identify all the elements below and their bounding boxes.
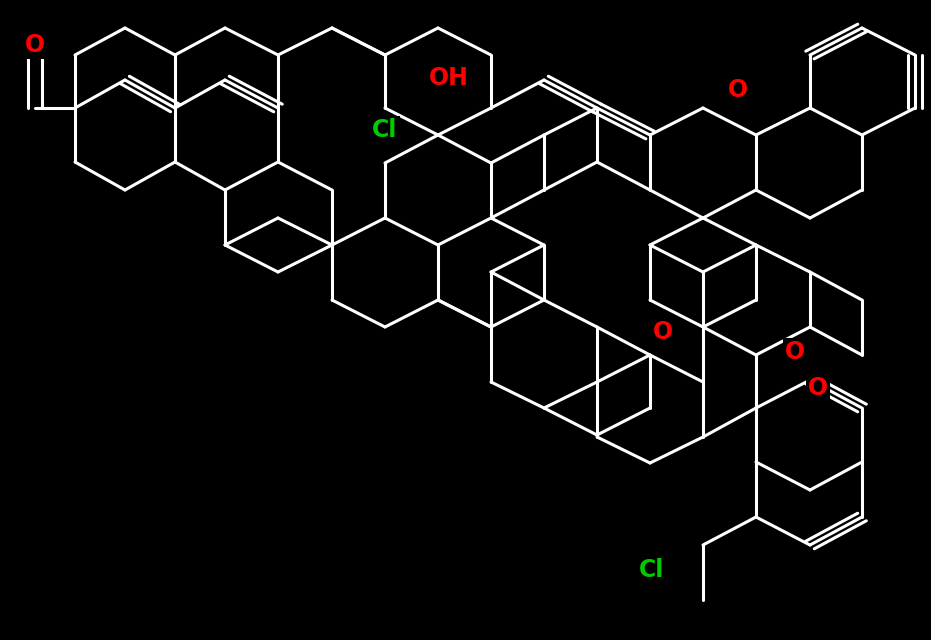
Text: O: O [653,320,673,344]
Text: O: O [785,340,805,364]
Text: Cl: Cl [640,558,665,582]
Text: O: O [728,78,749,102]
Text: Cl: Cl [372,118,398,142]
Text: OH: OH [429,66,469,90]
Text: O: O [25,33,45,57]
Text: O: O [808,376,828,400]
